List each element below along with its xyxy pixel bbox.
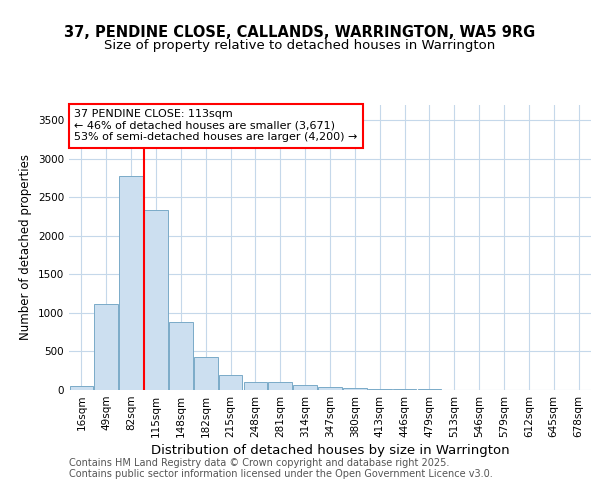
Text: Contains HM Land Registry data © Crown copyright and database right 2025.: Contains HM Land Registry data © Crown c… bbox=[69, 458, 449, 468]
Bar bbox=[368, 388, 392, 390]
Bar bbox=[144, 210, 168, 390]
Bar bbox=[293, 385, 317, 390]
Text: 37, PENDINE CLOSE, CALLANDS, WARRINGTON, WA5 9RG: 37, PENDINE CLOSE, CALLANDS, WARRINGTON,… bbox=[64, 25, 536, 40]
Text: Size of property relative to detached houses in Warrington: Size of property relative to detached ho… bbox=[104, 38, 496, 52]
Bar bbox=[219, 376, 242, 390]
Text: 37 PENDINE CLOSE: 113sqm
← 46% of detached houses are smaller (3,671)
53% of sem: 37 PENDINE CLOSE: 113sqm ← 46% of detach… bbox=[74, 110, 358, 142]
Bar bbox=[268, 382, 292, 390]
Bar bbox=[70, 386, 93, 390]
Bar bbox=[169, 322, 193, 390]
Bar bbox=[119, 176, 143, 390]
Bar bbox=[393, 389, 416, 390]
Bar bbox=[244, 382, 267, 390]
Bar bbox=[343, 388, 367, 390]
Bar bbox=[94, 304, 118, 390]
X-axis label: Distribution of detached houses by size in Warrington: Distribution of detached houses by size … bbox=[151, 444, 509, 457]
Bar bbox=[318, 388, 342, 390]
Bar bbox=[194, 357, 218, 390]
Y-axis label: Number of detached properties: Number of detached properties bbox=[19, 154, 32, 340]
Text: Contains public sector information licensed under the Open Government Licence v3: Contains public sector information licen… bbox=[69, 469, 493, 479]
